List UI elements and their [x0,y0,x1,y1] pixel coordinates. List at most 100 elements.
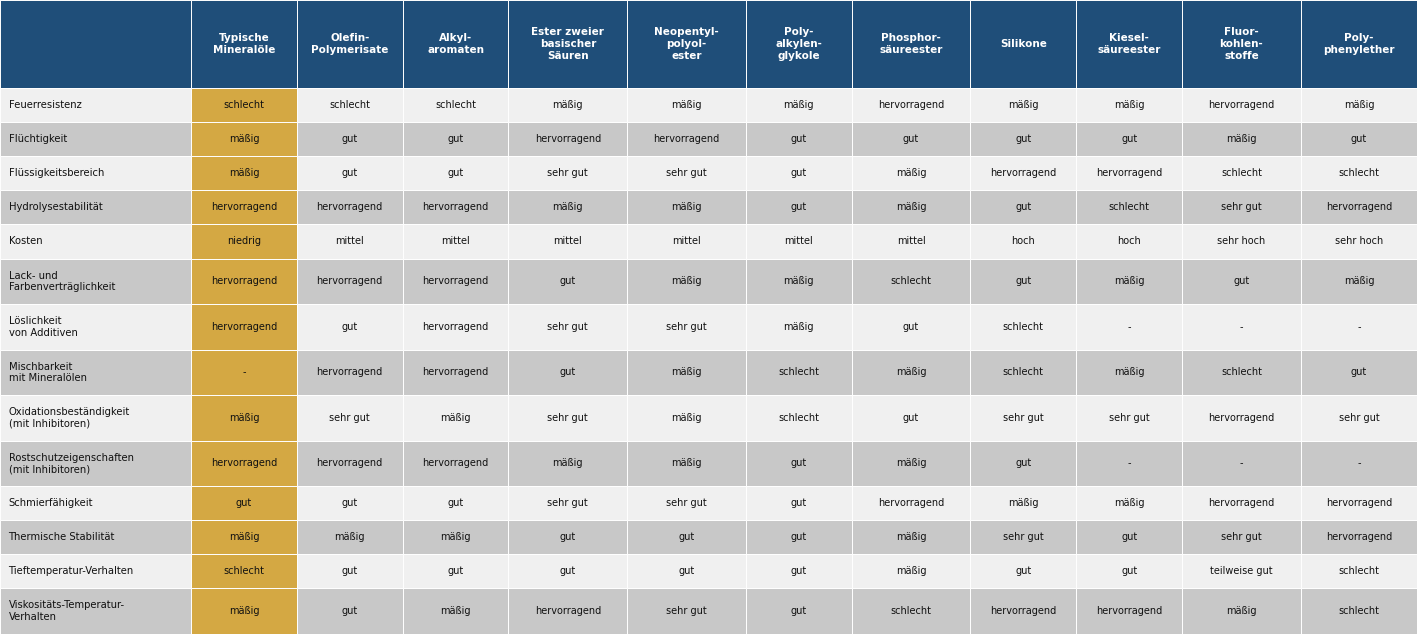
Text: mäßig: mäßig [1343,100,1374,110]
Bar [1301,156,1417,190]
Text: Feuerresistenz: Feuerresistenz [9,100,81,110]
Text: gut: gut [1015,566,1032,576]
Text: hervorragend: hervorragend [316,276,383,287]
Bar [509,304,628,349]
Text: Silikone: Silikone [1000,39,1047,49]
Text: Oxidationsbeständigkeit
(mit Inhibitoren): Oxidationsbeständigkeit (mit Inhibitoren… [9,407,130,429]
Bar [191,259,296,304]
Text: gut: gut [791,202,806,212]
Text: schlecht: schlecht [778,413,819,423]
Text: mäßig: mäßig [1007,100,1039,110]
Text: mäßig: mäßig [896,533,927,542]
Bar [745,486,852,521]
Bar [296,521,402,554]
Bar [628,486,745,521]
Bar [402,156,509,190]
Text: gut: gut [448,498,463,508]
Bar [0,156,191,190]
Bar [971,554,1077,588]
Bar [971,224,1077,259]
Bar [628,224,745,259]
Bar [971,521,1077,554]
Text: sehr gut: sehr gut [547,413,588,423]
Text: mäßig: mäßig [896,566,927,576]
Bar [1301,122,1417,156]
Bar [628,156,745,190]
Bar [1301,588,1417,634]
Bar [628,304,745,349]
Bar [852,441,971,486]
Bar [296,588,402,634]
Bar [1182,349,1301,395]
Text: mittel: mittel [336,236,364,247]
Bar [191,521,296,554]
Text: mäßig: mäßig [896,168,927,178]
Bar [852,486,971,521]
Bar [1182,395,1301,441]
Bar [509,88,628,122]
Bar [1077,588,1182,634]
Text: hervorragend: hervorragend [316,202,383,212]
Text: gut: gut [1121,566,1138,576]
Text: Typische
Mineralöle: Typische Mineralöle [213,33,275,55]
Bar [1301,349,1417,395]
Bar [402,521,509,554]
Text: -: - [1240,322,1243,332]
Text: Viskositäts-Temperatur-
Verhalten: Viskositäts-Temperatur- Verhalten [9,600,125,622]
Bar [852,349,971,395]
Text: sehr gut: sehr gut [666,322,707,332]
Bar [1077,486,1182,521]
Bar [852,122,971,156]
Bar [971,88,1077,122]
Bar [1301,486,1417,521]
Text: schlecht: schlecht [435,100,476,110]
Bar [0,88,191,122]
Text: teilweise gut: teilweise gut [1210,566,1272,576]
Bar [296,259,402,304]
Bar [971,588,1077,634]
Text: mäßig: mäßig [672,458,701,469]
Text: schlecht: schlecht [1221,367,1263,377]
Bar [296,441,402,486]
Bar [1077,122,1182,156]
Bar [852,0,971,88]
Text: -: - [242,367,245,377]
Bar [1077,441,1182,486]
Bar [1182,259,1301,304]
Text: Tieftemperatur-Verhalten: Tieftemperatur-Verhalten [9,566,133,576]
Text: Kiesel-
säureester: Kiesel- säureester [1098,33,1161,55]
Bar [0,122,191,156]
Text: schlecht: schlecht [1108,202,1149,212]
Text: gut: gut [1121,533,1138,542]
Text: niedrig: niedrig [227,236,261,247]
Bar [628,259,745,304]
Text: schlecht: schlecht [1003,322,1044,332]
Text: gut: gut [791,566,806,576]
Text: hervorragend: hervorragend [1326,533,1391,542]
Bar [296,190,402,224]
Bar [0,190,191,224]
Bar [1182,441,1301,486]
Bar [402,554,509,588]
Text: schlecht: schlecht [1339,566,1379,576]
Bar [745,588,852,634]
Bar [628,588,745,634]
Bar [971,156,1077,190]
Bar [191,88,296,122]
Text: Alkyl-
aromaten: Alkyl- aromaten [427,33,485,55]
Bar [1301,554,1417,588]
Text: sehr gut: sehr gut [1221,202,1263,212]
Text: hervorragend: hervorragend [879,100,944,110]
Bar [402,122,509,156]
Text: hervorragend: hervorragend [1326,498,1391,508]
Bar [1301,224,1417,259]
Text: gut: gut [791,533,806,542]
Bar [745,156,852,190]
Text: hervorragend: hervorragend [422,367,489,377]
Bar [628,88,745,122]
Bar [1182,554,1301,588]
Bar [971,349,1077,395]
Bar [0,0,191,88]
Text: gut: gut [1015,202,1032,212]
Text: mäßig: mäßig [228,134,259,144]
